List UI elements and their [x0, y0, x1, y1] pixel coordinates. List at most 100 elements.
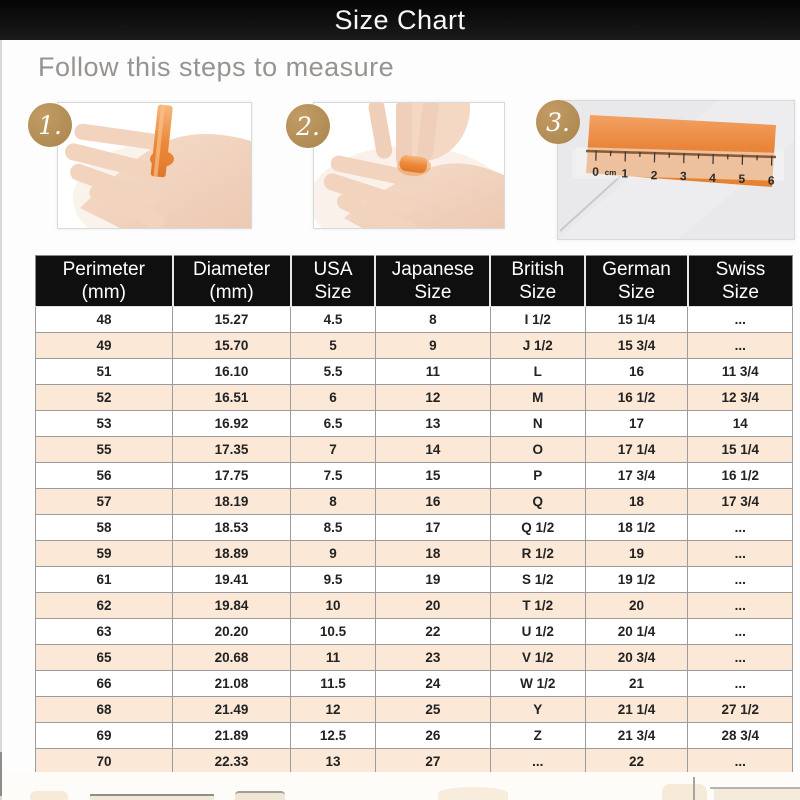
- column-header-line2: (mm): [81, 282, 126, 303]
- column-header-line1: British: [511, 258, 565, 280]
- table-cell: 53: [34, 410, 174, 437]
- table-cell: 16.51: [172, 384, 292, 411]
- table-cell: 19: [584, 540, 689, 567]
- cropped-shape: [710, 787, 800, 789]
- table-row: 69 21.89 12.5 26 Z 21 3/4 28 3/4: [34, 722, 793, 749]
- table-row: 58 18.53 8.5 17 Q 1/2 18 1/2...: [34, 514, 793, 541]
- table-cell: 21.49: [172, 696, 292, 723]
- table-cell: 20 3/4: [584, 644, 689, 671]
- table-cell: 11 3/4: [687, 358, 793, 385]
- table-cell: 69: [34, 722, 174, 749]
- table-cell: L: [489, 358, 586, 385]
- table-cell: 13: [374, 410, 491, 437]
- cropped-shape: [714, 789, 800, 800]
- table-cell: 19 1/2: [584, 566, 689, 593]
- table-cell: 25: [374, 696, 491, 723]
- table-cell: M: [489, 384, 586, 411]
- step-1-illustration: [58, 103, 251, 228]
- table-cell: 18 1/2: [584, 514, 689, 541]
- table-cell: 19.41: [172, 566, 292, 593]
- table-cell: 18.53: [172, 514, 292, 541]
- table-cell: ...: [687, 748, 793, 775]
- table-row: 70 22.33 13 27... 22...: [34, 748, 793, 775]
- table-cell: ...: [687, 670, 793, 697]
- table-cell: 28 3/4: [687, 722, 793, 749]
- table-cell: O: [489, 436, 586, 463]
- table-cell: 17.35: [172, 436, 292, 463]
- table-cell: 56: [34, 462, 174, 489]
- table-cell: 11.5: [290, 670, 376, 697]
- table-cell: 16 1/2: [687, 462, 793, 489]
- step-2-illustration: [314, 103, 504, 228]
- table-cell: 21 1/4: [584, 696, 689, 723]
- ruler-label-cm: cm: [605, 168, 617, 177]
- ruler-label-1: 1: [621, 166, 628, 180]
- table-cell: Z: [489, 722, 586, 749]
- table-cell: 18.89: [172, 540, 292, 567]
- table-cell: 26: [374, 722, 491, 749]
- table-cell: 51: [34, 358, 174, 385]
- table-row: 55 17.35 7 14 O 17 1/4 15 1/4: [34, 436, 793, 463]
- ring-size-table: Perimeter (mm) Diameter (mm) USA Size Japanese…: [34, 255, 793, 775]
- cropped-shape: [90, 794, 214, 800]
- size-table-head-row: Perimeter (mm) Diameter (mm) USA Size Japanese…: [35, 255, 793, 307]
- table-row: 66 21.08 11.5 24 W 1/2 21...: [34, 670, 793, 697]
- table-cell: 6: [290, 384, 376, 411]
- table-cell: U 1/2: [489, 618, 586, 645]
- cropped-shape: [438, 787, 508, 800]
- table-row: 56 17.75 7.5 15 P 17 3/4 16 1/2: [34, 462, 793, 489]
- table-cell: 15 1/4: [584, 306, 689, 333]
- table-cell: 11: [374, 358, 491, 385]
- table-cell: 59: [34, 540, 174, 567]
- step-1-badge: 1.: [28, 103, 72, 147]
- table-cell: 7: [290, 436, 376, 463]
- table-cell: ...: [687, 566, 793, 593]
- table-cell: V 1/2: [489, 644, 586, 671]
- table-cell: 27: [374, 748, 491, 775]
- table-cell: 19: [374, 566, 491, 593]
- table-cell: ...: [687, 592, 793, 619]
- column-header-0: Perimeter (mm): [35, 255, 173, 307]
- column-header-line2: Size: [414, 282, 452, 303]
- table-cell: 17 3/4: [687, 488, 793, 515]
- table-cell: T 1/2: [489, 592, 586, 619]
- table-cell: 24: [374, 670, 491, 697]
- table-cell: I 1/2: [489, 306, 586, 333]
- table-cell: 6.5: [290, 410, 376, 437]
- table-cell: 16: [584, 358, 689, 385]
- table-row: 62 19.84 10 20 T 1/2 20...: [34, 592, 793, 619]
- table-cell: 17.75: [172, 462, 292, 489]
- column-header-line2: Size: [519, 282, 557, 303]
- table-cell: 70: [34, 748, 174, 775]
- table-cell: 52: [34, 384, 174, 411]
- table-cell: R 1/2: [489, 540, 586, 567]
- column-header-line1: USA: [313, 258, 353, 280]
- step-3-photo: 0 cm 1 2 3 4 5 6: [557, 100, 795, 240]
- table-cell: 12: [374, 384, 491, 411]
- column-header-5: German Size: [584, 255, 688, 307]
- table-row: 52 16.51 6 12 M 16 1/2 12 3/4: [34, 384, 793, 411]
- table-cell: 15.27: [172, 306, 292, 333]
- table-cell: 9: [290, 540, 376, 567]
- table-cell: 8: [374, 306, 491, 333]
- ruler-label-4: 4: [709, 171, 716, 185]
- table-cell: 55: [34, 436, 174, 463]
- table-cell: 58: [34, 514, 174, 541]
- table-cell: 20 1/4: [584, 618, 689, 645]
- table-cell: 21.89: [172, 722, 292, 749]
- table-cell: 20.20: [172, 618, 292, 645]
- table-cell: S 1/2: [489, 566, 586, 593]
- table-cell: 18.19: [172, 488, 292, 515]
- table-cell: 22: [584, 748, 689, 775]
- table-cell: Q: [489, 488, 586, 515]
- table-cell: P: [489, 462, 586, 489]
- table-cell: 5.5: [290, 358, 376, 385]
- table-cell: ...: [687, 540, 793, 567]
- table-cell: 19.84: [172, 592, 292, 619]
- column-header-line2: Size: [314, 282, 352, 303]
- table-cell: 18: [584, 488, 689, 515]
- page-left-edge-shadow: [0, 752, 2, 796]
- size-table-body: 48 15.27 4.5 8 I 1/2 15 1/4... 49 15.70 5 9 J 1/2 1…: [34, 306, 793, 775]
- table-cell: 8.5: [290, 514, 376, 541]
